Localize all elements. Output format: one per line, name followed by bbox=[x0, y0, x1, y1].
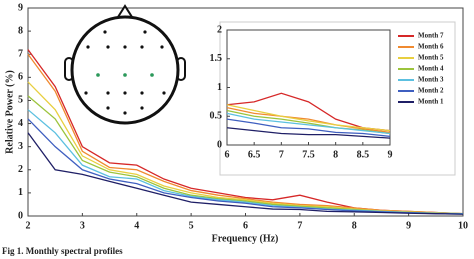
electrode bbox=[140, 91, 144, 95]
y-tick-label: 5 bbox=[18, 95, 23, 106]
caption: Fig 1. Monthly spectral profiles bbox=[2, 246, 123, 256]
y-tick-label: 7 bbox=[18, 49, 23, 60]
x-tick-label: 2 bbox=[26, 220, 31, 231]
series-line bbox=[226, 104, 391, 132]
x-tick-label: 6.5 bbox=[248, 149, 261, 160]
series-line bbox=[226, 118, 391, 138]
electrode bbox=[123, 45, 127, 49]
electrode bbox=[106, 45, 110, 49]
y-tick-label: 1.5 bbox=[210, 53, 223, 64]
x-tick-label: 9 bbox=[388, 149, 393, 160]
x-tick-label: 3 bbox=[80, 220, 85, 231]
legend-label: Month 4 bbox=[418, 65, 444, 73]
electrode-highlight bbox=[96, 73, 100, 77]
electrode bbox=[106, 106, 110, 110]
legend-label: Month 6 bbox=[418, 43, 444, 51]
electrode bbox=[160, 45, 164, 49]
y-tick-label: 2 bbox=[18, 164, 23, 175]
y-tick-label: 1 bbox=[18, 187, 23, 198]
electrode bbox=[140, 106, 144, 110]
electrode-highlight bbox=[123, 73, 127, 77]
legend-label: Month 2 bbox=[418, 87, 444, 95]
y-tick-label: 0 bbox=[18, 210, 23, 221]
x-tick-label: 5 bbox=[189, 220, 194, 231]
y-tick-label: 1 bbox=[217, 82, 222, 93]
electrode bbox=[103, 30, 107, 34]
legend-label: Month 7 bbox=[418, 32, 444, 40]
electrode bbox=[140, 45, 144, 49]
series-line bbox=[226, 127, 391, 139]
series-line bbox=[27, 132, 464, 215]
x-axis-label: Frequency (Hz) bbox=[212, 233, 279, 244]
series-line bbox=[226, 112, 391, 135]
y-tick-label: 4 bbox=[18, 118, 23, 129]
electrode bbox=[123, 111, 127, 115]
y-tick-label: 2 bbox=[217, 24, 222, 35]
y-tick-label: 3 bbox=[18, 141, 23, 152]
x-tick-label: 7 bbox=[279, 149, 284, 160]
electrode-highlight bbox=[150, 73, 154, 77]
x-tick-label: 8 bbox=[333, 149, 338, 160]
electrode bbox=[86, 45, 90, 49]
y-tick-label: 0 bbox=[217, 139, 222, 150]
x-tick-label: 8 bbox=[352, 220, 357, 231]
head bbox=[70, 15, 180, 125]
x-tick-label: 10 bbox=[458, 220, 468, 231]
legend-label: Month 3 bbox=[418, 76, 444, 84]
head-diagram bbox=[64, 4, 186, 125]
x-tick-label: 8.5 bbox=[357, 149, 370, 160]
electrode bbox=[123, 91, 127, 95]
y-tick-label: 9 bbox=[18, 2, 23, 13]
electrode bbox=[84, 91, 88, 95]
electrode bbox=[143, 30, 147, 34]
x-tick-label: 6 bbox=[243, 220, 248, 231]
electrodes bbox=[84, 30, 166, 115]
inset-panel bbox=[219, 21, 456, 176]
x-tick-label: 7 bbox=[297, 220, 302, 231]
y-tick-label: 8 bbox=[18, 25, 23, 36]
x-tick-label: 7.5 bbox=[302, 149, 315, 160]
y-axis-label: Relative Power (%) bbox=[4, 70, 15, 154]
y-tick-label: 0.5 bbox=[210, 111, 223, 122]
x-tick-label: 4 bbox=[134, 220, 139, 231]
electrode bbox=[162, 91, 166, 95]
x-tick-label: 6 bbox=[225, 149, 230, 160]
legend-label: Month 5 bbox=[418, 54, 444, 62]
legend-label: Month 1 bbox=[418, 98, 444, 106]
y-tick-label: 6 bbox=[18, 72, 23, 83]
electrode bbox=[106, 91, 110, 95]
series-line bbox=[226, 106, 391, 133]
x-tick-label: 9 bbox=[406, 220, 411, 231]
